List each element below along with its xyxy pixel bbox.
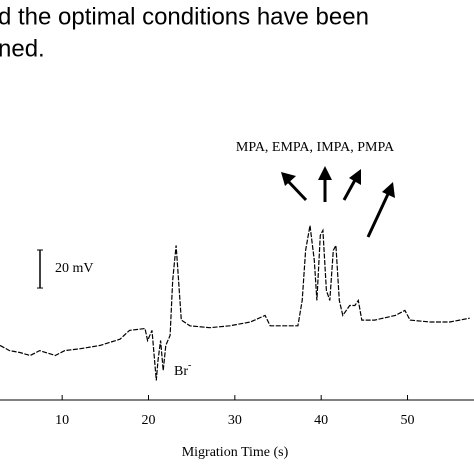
peak-annotation: MPA, EMPA, IMPA, PMPA [236, 140, 395, 155]
ion-annotation: Br- [174, 360, 191, 379]
x-axis-label: Migration Time (s) [182, 445, 289, 460]
trace [0, 225, 470, 381]
body-text: ned. [0, 35, 45, 62]
scale-bar-label: 20 mV [55, 261, 94, 276]
body-text: d the optimal conditions have been [0, 3, 369, 30]
ion: Br [174, 364, 188, 379]
arrows [281, 166, 395, 238]
x-tick-label: 30 [228, 413, 242, 428]
ion-charge: - [188, 360, 191, 371]
x-tick-label: 10 [55, 413, 69, 428]
x-tick-label: 20 [142, 413, 156, 428]
x-tick-label: 50 [401, 413, 415, 428]
x-tick-label: 40 [314, 413, 328, 428]
